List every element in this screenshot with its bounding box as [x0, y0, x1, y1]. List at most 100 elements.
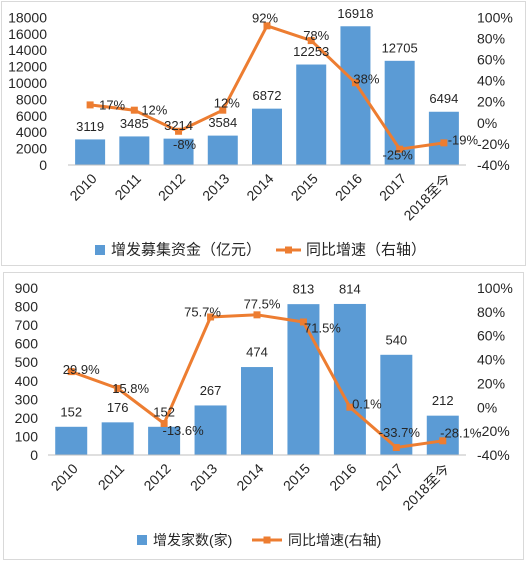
growth-rate-label: 17%	[99, 97, 125, 112]
bar-value-label: 12705	[382, 40, 418, 55]
bar	[252, 108, 282, 165]
y2-axis-tick-label: 20%	[477, 94, 505, 110]
growth-rate-marker	[67, 368, 75, 376]
y2-axis-tick-label: 60%	[477, 52, 505, 68]
growth-rate-label: -8%	[173, 137, 197, 152]
y2-axis-tick-label: 40%	[477, 73, 505, 89]
growth-rate-marker	[439, 437, 447, 445]
bar	[75, 139, 106, 165]
y-axis-tick-label: 800	[15, 299, 39, 315]
growth-rate-marker	[440, 139, 448, 147]
y2-axis-tick-label: 20%	[477, 375, 505, 391]
legend-item-line: 同比增速(右轴)	[252, 532, 381, 548]
bar-value-label: 12253	[293, 44, 329, 59]
legend-item-bar: 增发募集资金（亿元）	[95, 242, 261, 259]
growth-rate-label: 29.9%	[63, 362, 100, 377]
y-axis-tick-label: 10000	[8, 75, 47, 91]
growth-rate-label: 12%	[141, 103, 167, 118]
bar	[163, 138, 194, 165]
bar-value-label: 152	[60, 404, 82, 419]
growth-rate-label: -33.7%	[379, 425, 421, 440]
y-axis-tick-label: 4000	[16, 124, 47, 140]
y-axis-tick-label: 18000	[8, 9, 47, 25]
growth-rate-marker	[396, 145, 404, 153]
growth-rate-marker	[263, 22, 271, 30]
growth-rate-marker	[351, 79, 359, 87]
y2-axis-tick-label: -40%	[477, 447, 510, 463]
bar-value-label: 3584	[208, 115, 237, 130]
bar	[333, 303, 366, 455]
legend-label-bar: 增发家数(家)	[153, 532, 232, 548]
issuer-count-chart: 0 100 200 300 400 500 600 700 800 900 -40% -20% 0% 20…	[3, 272, 524, 560]
bar	[426, 415, 459, 455]
y-axis-tick-label: 12000	[8, 59, 47, 75]
y2-axis-tick-label: 0%	[477, 399, 497, 415]
y-axis-tick-label: 16000	[8, 26, 47, 42]
y2-axis-tick-label: 100%	[477, 280, 513, 296]
growth-rate-label: 92%	[252, 10, 278, 25]
bar	[148, 426, 181, 455]
y2-axis-tick-label: -20%	[477, 423, 510, 439]
growth-rate-label: 77.5%	[244, 296, 281, 311]
y-axis-tick-label: 0	[30, 447, 38, 463]
growth-rate-marker	[86, 101, 94, 109]
growth-rate-marker	[392, 443, 400, 451]
growth-rate-marker	[207, 313, 215, 321]
bar-value-label: 6872	[253, 88, 282, 103]
y2-axis-tick-label: 40%	[477, 352, 505, 368]
legend: 增发家数(家) 同比增速(右轴)	[137, 532, 381, 548]
y2-axis-tick-label: 80%	[477, 304, 505, 320]
bar-value-label: 474	[246, 345, 268, 360]
growth-rate-label: 0.1%	[352, 397, 382, 412]
bar	[296, 64, 327, 165]
growth-rate-marker	[346, 403, 354, 411]
bar-value-label: 16918	[337, 6, 373, 21]
bar	[194, 405, 227, 455]
fundraising-amount-chart: 0200040006000800010000120001400016000180…	[1, 1, 526, 266]
y-axis-tick-label: 400	[15, 373, 39, 389]
growth-rate-label: 15.8%	[112, 381, 149, 396]
y2-axis-tick-label: 60%	[477, 328, 505, 344]
growth-rate-marker	[299, 318, 307, 326]
y-axis-tick-label: 600	[15, 336, 39, 352]
y2-axis-tick-label: 100%	[477, 9, 513, 25]
bar-value-label: 814	[339, 281, 361, 296]
growth-rate-label: 38%	[353, 71, 379, 86]
growth-rate-marker	[175, 127, 183, 135]
y2-axis-tick-label: 80%	[477, 30, 505, 46]
y-axis-tick-label: 200	[15, 410, 39, 426]
legend-swatch-bar	[95, 245, 105, 255]
bar	[340, 26, 371, 165]
bar-value-label: 212	[432, 393, 454, 408]
legend-swatch-marker	[285, 246, 292, 254]
y-axis-tick-label: 500	[15, 354, 39, 370]
growth-rate-marker	[307, 37, 315, 45]
y2-axis-tick-label: -40%	[477, 157, 510, 173]
bar	[287, 304, 320, 455]
legend-swatch-bar	[137, 535, 147, 545]
growth-rate-label: 71.5%	[304, 320, 341, 335]
bar-value-label: 152	[153, 404, 175, 419]
y-axis-tick-label: 2000	[16, 141, 47, 157]
growth-rate-label: -28.1%	[440, 425, 482, 440]
y-axis-tick-label: 900	[15, 280, 39, 296]
y-axis-tick-label: 8000	[16, 91, 47, 107]
y-axis-tick-label: 0	[39, 157, 47, 173]
growth-rate-label: 12%	[214, 96, 240, 111]
legend-item-bar: 增发家数(家)	[137, 532, 232, 548]
legend-swatch-marker	[263, 536, 271, 544]
growth-rate-label: -13.6%	[163, 423, 205, 438]
growth-rate-label: -25%	[382, 148, 413, 163]
bar-value-label: 3119	[76, 119, 104, 134]
bar-value-label: 6494	[429, 91, 458, 106]
growth-rate-marker	[219, 106, 227, 114]
bar-value-label: 3214	[164, 118, 193, 133]
bar	[55, 426, 88, 455]
bar-value-label: 267	[200, 383, 222, 398]
bar-value-label: 813	[293, 282, 315, 297]
bar	[101, 422, 134, 455]
bar-value-label: 540	[385, 332, 407, 347]
bar-value-label: 3485	[120, 116, 149, 131]
legend-label-line: 同比增速（右轴）	[306, 242, 426, 259]
